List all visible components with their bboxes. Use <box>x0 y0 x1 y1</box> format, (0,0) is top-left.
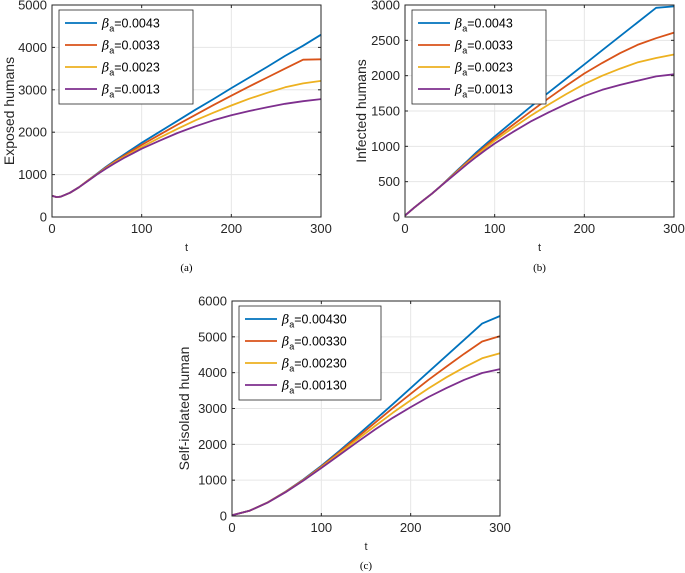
y-tick-label: 4000 <box>18 40 47 55</box>
legend-entry-4: βa=0.0013 <box>101 82 160 100</box>
y-tick-label: 1000 <box>371 139 400 154</box>
legend: βa=0.0043 βa=0.0033 βa=0.0023 βa=0.0013 <box>58 9 194 105</box>
y-tick-label: 3000 <box>371 0 400 13</box>
chart-panel-a: 0 100 200 300010002000300040005000tExposed … <box>1 0 332 274</box>
x-tick-label: 0 <box>48 221 55 236</box>
y-axis-label: Self-isolated human <box>176 347 192 471</box>
legend-entry-1: βa=0.00430 <box>281 312 347 330</box>
series-line-4 <box>404 73 675 217</box>
legend-entry-4: βa=0.0013 <box>454 82 513 100</box>
x-tick-label: 200 <box>573 221 595 236</box>
panel-caption: (a) <box>180 262 193 274</box>
y-tick-label: 500 <box>378 174 400 189</box>
y-tick-label: 3000 <box>198 401 227 416</box>
legend-entry-3: βa=0.0023 <box>454 60 513 78</box>
x-tick-label: 300 <box>663 221 685 236</box>
y-tick-label: 1000 <box>198 473 227 488</box>
y-tick-label: 1000 <box>18 167 47 182</box>
series-line-4 <box>231 368 501 517</box>
x-tick-label: 100 <box>131 221 153 236</box>
y-tick-label: 5000 <box>18 0 47 13</box>
y-tick-label: 3000 <box>18 82 47 97</box>
legend-entry-2: βa=0.00330 <box>281 334 347 352</box>
y-axis-label: Exposed humans <box>1 57 17 165</box>
y-tick-label: 1500 <box>371 104 400 119</box>
x-tick-label: 0 <box>401 221 408 236</box>
x-axis-label: t <box>538 242 541 254</box>
x-tick-label: 100 <box>484 221 506 236</box>
x-tick-label: 300 <box>489 520 511 535</box>
legend-entry-3: βa=0.00230 <box>281 356 347 374</box>
y-tick-label: 0 <box>40 210 47 225</box>
legend-entry-1: βa=0.0043 <box>454 16 513 34</box>
x-tick-label: 200 <box>400 520 422 535</box>
y-tick-label: 5000 <box>198 329 227 344</box>
legend-entry-2: βa=0.0033 <box>101 38 160 56</box>
legend-entry-2: βa=0.0033 <box>454 38 513 56</box>
panel-caption: (b) <box>533 262 546 274</box>
y-tick-label: 2000 <box>18 125 47 140</box>
x-axis-label: t <box>185 242 188 254</box>
y-axis-label: Infected humans <box>353 59 369 163</box>
y-tick-label: 2000 <box>198 437 227 452</box>
x-tick-label: 0 <box>228 520 235 535</box>
panel-caption: (c) <box>360 560 373 572</box>
x-tick-label: 100 <box>310 520 332 535</box>
y-tick-label: 2000 <box>371 68 400 83</box>
axes-box <box>51 4 322 218</box>
legend: βa=0.0043 βa=0.0033 βa=0.0023 βa=0.0013 <box>411 9 547 105</box>
y-tick-label: 0 <box>220 509 227 524</box>
x-tick-label: 200 <box>220 221 242 236</box>
y-tick-label: 4000 <box>198 365 227 380</box>
legend-entry-1: βa=0.0043 <box>101 16 160 34</box>
x-axis-label: t <box>364 541 367 553</box>
legend: βa=0.00430 βa=0.00330 βa=0.00230 βa=0.00130 <box>238 305 382 401</box>
x-tick-label: 300 <box>310 221 332 236</box>
legend-entry-3: βa=0.0023 <box>101 60 160 78</box>
chart-panel-c: 0 100 200 3000100020003000400050006000tSelf… <box>176 294 511 573</box>
legend-entry-4: βa=0.00130 <box>281 378 347 396</box>
y-tick-label: 0 <box>393 210 400 225</box>
series-line-4 <box>51 98 322 198</box>
y-tick-label: 2500 <box>371 33 400 48</box>
y-tick-label: 6000 <box>198 294 227 309</box>
chart-panel-b: 0 100 200 300050010001500200025003000tInfec… <box>353 0 685 274</box>
